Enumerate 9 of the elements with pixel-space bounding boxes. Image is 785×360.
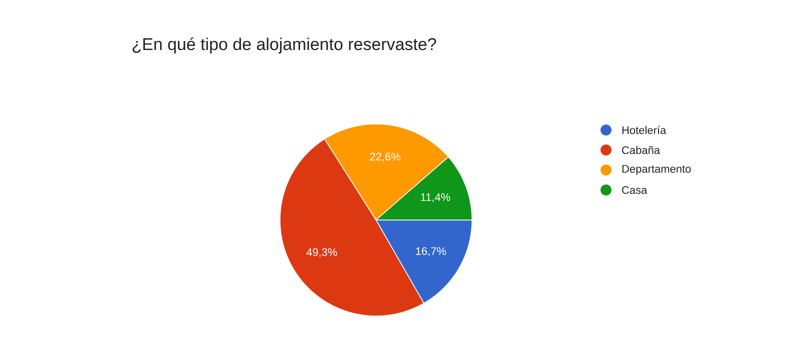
legend-label: Casa xyxy=(622,186,648,194)
data-label: 22,6% xyxy=(370,152,400,162)
data-label: 11,4% xyxy=(420,193,450,202)
legend-label: Cabaña xyxy=(622,146,660,154)
data-label: 49,3% xyxy=(306,248,337,258)
chart-title: ¿En qué tipo de alojamiento reservaste? xyxy=(132,37,436,54)
data-label: 16,7% xyxy=(416,247,446,256)
legend-label: Departamento xyxy=(622,165,691,175)
legend-label: Hotelería xyxy=(622,126,666,134)
